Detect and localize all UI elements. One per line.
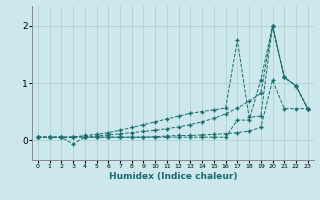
X-axis label: Humidex (Indice chaleur): Humidex (Indice chaleur) [108, 172, 237, 181]
